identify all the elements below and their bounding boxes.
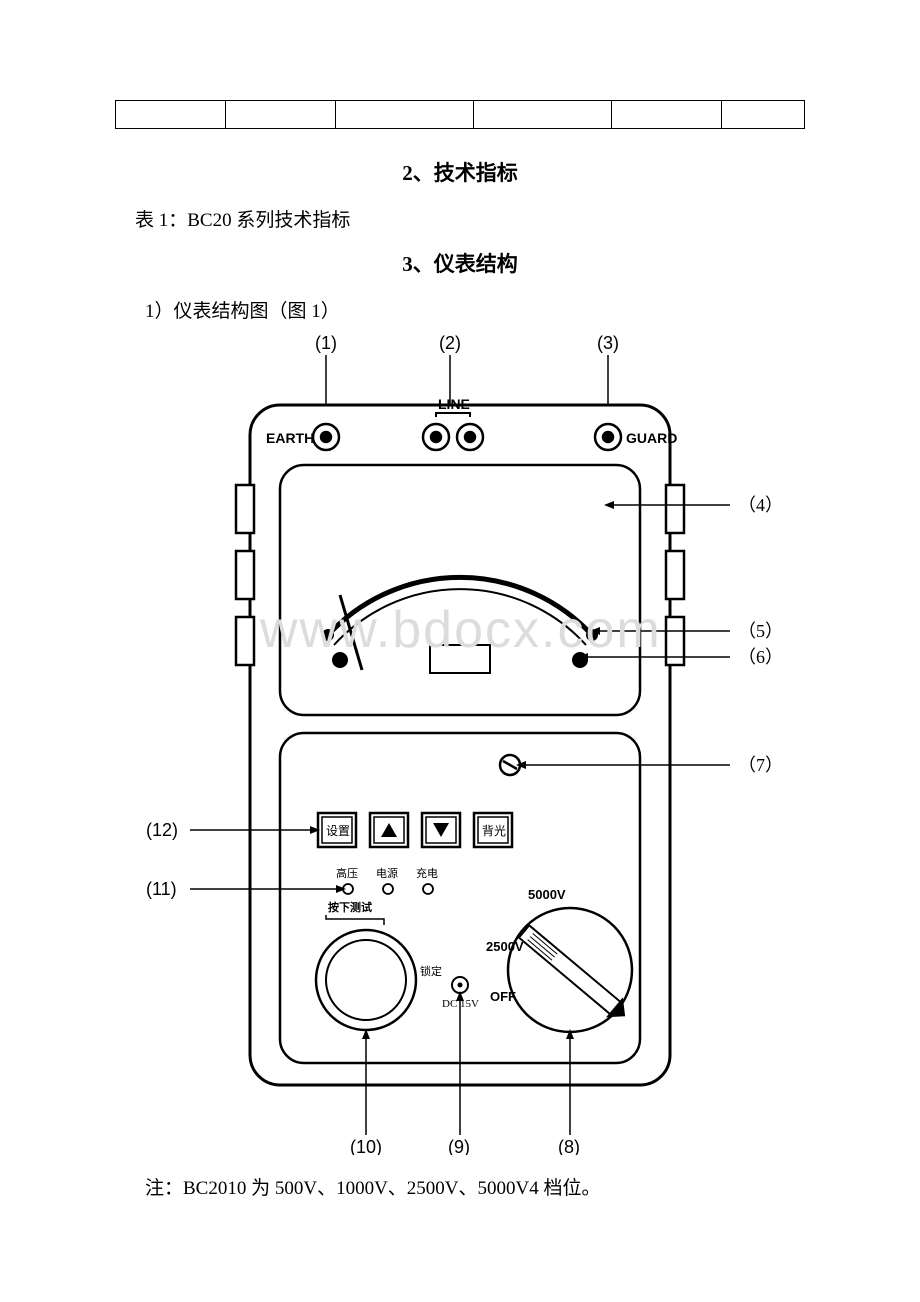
dial-2500v-label: 2500V bbox=[486, 939, 524, 954]
callout-8: (8) bbox=[558, 1137, 580, 1155]
section-2-heading: 2、技术指标 bbox=[115, 157, 805, 187]
callout-3: (3) bbox=[597, 335, 619, 353]
callout-2: (2) bbox=[439, 335, 461, 353]
dial-off-label: OFF bbox=[490, 989, 516, 1004]
table-1-caption: 表 1：BC20 系列技术指标 bbox=[135, 205, 805, 232]
empty-spec-table bbox=[115, 100, 805, 129]
hv-led-label: 高压 bbox=[336, 866, 358, 880]
line-label: LINE bbox=[438, 396, 470, 412]
guard-label: GUARD bbox=[626, 430, 677, 446]
backlight-button-label: 背光 bbox=[482, 824, 506, 838]
set-button-label: 设置 bbox=[326, 824, 350, 838]
instrument-diagram: (1) (2) (3) EARTH LINE GUARD bbox=[140, 335, 780, 1155]
charge-led-label: 充电 bbox=[416, 866, 438, 880]
callout-6: （6） bbox=[738, 647, 780, 667]
callout-4: （4） bbox=[738, 495, 780, 515]
callout-1: (1) bbox=[315, 335, 337, 353]
callout-5: （5） bbox=[738, 621, 780, 641]
earth-label: EARTH bbox=[266, 430, 314, 446]
test-label: 按下测试 bbox=[328, 900, 372, 914]
dial-5000v-label: 5000V bbox=[528, 887, 566, 902]
figure-note: 注：BC2010 为 500V、1000V、2500V、5000V4 档位。 bbox=[145, 1173, 805, 1200]
section-3-heading: 3、仪表结构 bbox=[115, 248, 805, 278]
callout-9: (9) bbox=[448, 1137, 470, 1155]
figure-1-caption: 1）仪表结构图（图 1） bbox=[145, 296, 805, 323]
power-led-label: 电源 bbox=[376, 866, 398, 880]
callout-12: (12) bbox=[146, 820, 178, 840]
callout-11: (11) bbox=[146, 879, 177, 899]
lock-label: 锁定 bbox=[420, 964, 442, 978]
callout-7: （7） bbox=[738, 755, 780, 775]
callout-10: (10) bbox=[350, 1137, 382, 1155]
